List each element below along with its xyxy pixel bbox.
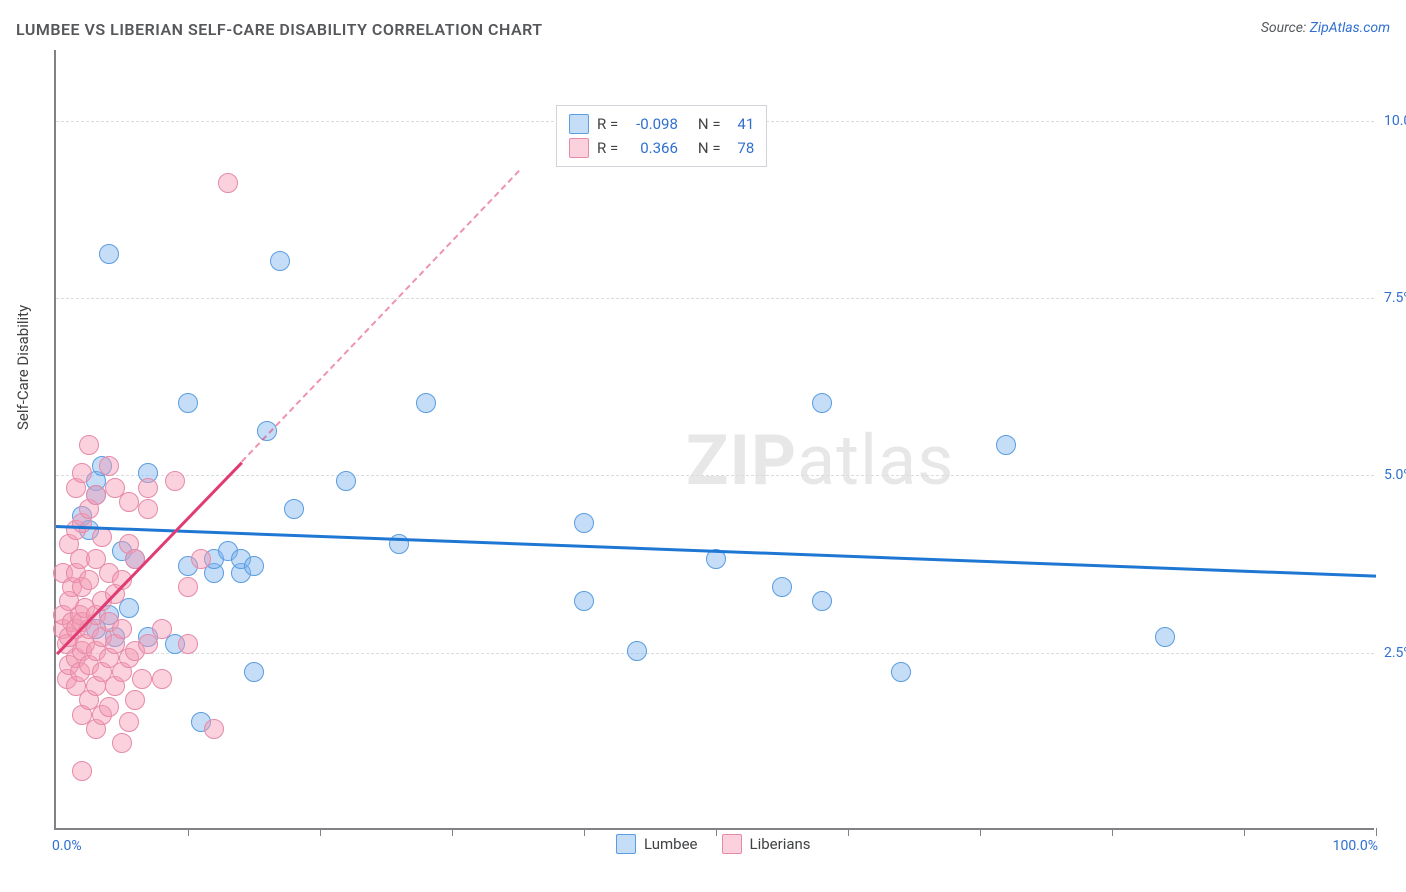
y-tick-label: 7.5%: [1384, 290, 1406, 306]
x-tick: [1376, 828, 1377, 836]
data-point: [812, 393, 832, 413]
data-point: [812, 591, 832, 611]
data-point: [138, 478, 158, 498]
source-value: ZipAtlas.com: [1310, 20, 1390, 36]
data-point: [79, 570, 99, 590]
series-legend: Lumbee Liberians: [616, 834, 811, 854]
data-point: [112, 619, 132, 639]
data-point: [72, 761, 92, 781]
stats-legend: R = -0.098N = 41R = 0.366N = 78: [556, 105, 767, 167]
x-label-min: 0.0%: [52, 838, 82, 854]
legend-row: R = 0.366N = 78: [569, 136, 754, 160]
gridline: [56, 475, 1374, 476]
y-tick-label: 2.5%: [1384, 645, 1406, 661]
data-point: [574, 513, 594, 533]
data-point: [244, 556, 264, 576]
data-point: [86, 485, 106, 505]
data-point: [1155, 627, 1175, 647]
legend-swatch: [722, 834, 742, 854]
data-point: [152, 619, 172, 639]
legend-swatch: [616, 834, 636, 854]
source-label: Source:: [1261, 20, 1310, 36]
data-point: [178, 393, 198, 413]
data-point: [204, 719, 224, 739]
data-point: [125, 690, 145, 710]
data-point: [178, 577, 198, 597]
y-tick-label: 5.0%: [1384, 467, 1406, 483]
legend-swatch: [569, 138, 589, 158]
data-point: [270, 251, 290, 271]
x-tick: [320, 828, 321, 836]
x-tick: [1112, 828, 1113, 836]
data-point: [132, 669, 152, 689]
legend-item: Lumbee: [616, 834, 698, 854]
data-point: [416, 393, 436, 413]
plot-area: ZIPatlas 2.5%5.0%7.5%10.0% R = -0.098N =…: [54, 50, 1374, 830]
legend-item: Liberians: [722, 834, 811, 854]
x-tick: [584, 828, 585, 836]
watermark: ZIPatlas: [686, 420, 954, 502]
regression-line: [241, 171, 520, 463]
data-point: [257, 421, 277, 441]
data-point: [99, 697, 119, 717]
data-point: [119, 492, 139, 512]
data-point: [627, 641, 647, 661]
data-point: [92, 527, 112, 547]
data-point: [574, 591, 594, 611]
data-point: [191, 549, 211, 569]
x-tick: [848, 828, 849, 836]
data-point: [112, 733, 132, 753]
data-point: [79, 435, 99, 455]
gridline: [56, 653, 1374, 654]
data-point: [996, 435, 1016, 455]
data-point: [119, 712, 139, 732]
data-point: [772, 577, 792, 597]
data-point: [99, 456, 119, 476]
y-tick-label: 10.0%: [1384, 113, 1406, 129]
data-point: [99, 244, 119, 264]
x-tick: [980, 828, 981, 836]
data-point: [178, 634, 198, 654]
data-point: [244, 662, 264, 682]
chart-title: LUMBEE VS LIBERIAN SELF-CARE DISABILITY …: [16, 20, 543, 39]
x-tick: [188, 828, 189, 836]
x-tick: [1244, 828, 1245, 836]
data-point: [218, 173, 238, 193]
gridline: [56, 298, 1374, 299]
legend-swatch: [569, 114, 589, 134]
source-line: Source: ZipAtlas.com: [1261, 20, 1390, 36]
x-label-max: 100.0%: [1333, 838, 1378, 854]
legend-row: R = -0.098N = 41: [569, 112, 754, 136]
y-axis-title: Self-Care Disability: [14, 305, 32, 430]
data-point: [165, 471, 185, 491]
legend-label: Liberians: [750, 835, 811, 853]
data-point: [891, 662, 911, 682]
legend-label: Lumbee: [644, 835, 698, 853]
data-point: [284, 499, 304, 519]
data-point: [152, 669, 172, 689]
data-point: [138, 499, 158, 519]
data-point: [72, 463, 92, 483]
x-tick: [452, 828, 453, 836]
data-point: [336, 471, 356, 491]
